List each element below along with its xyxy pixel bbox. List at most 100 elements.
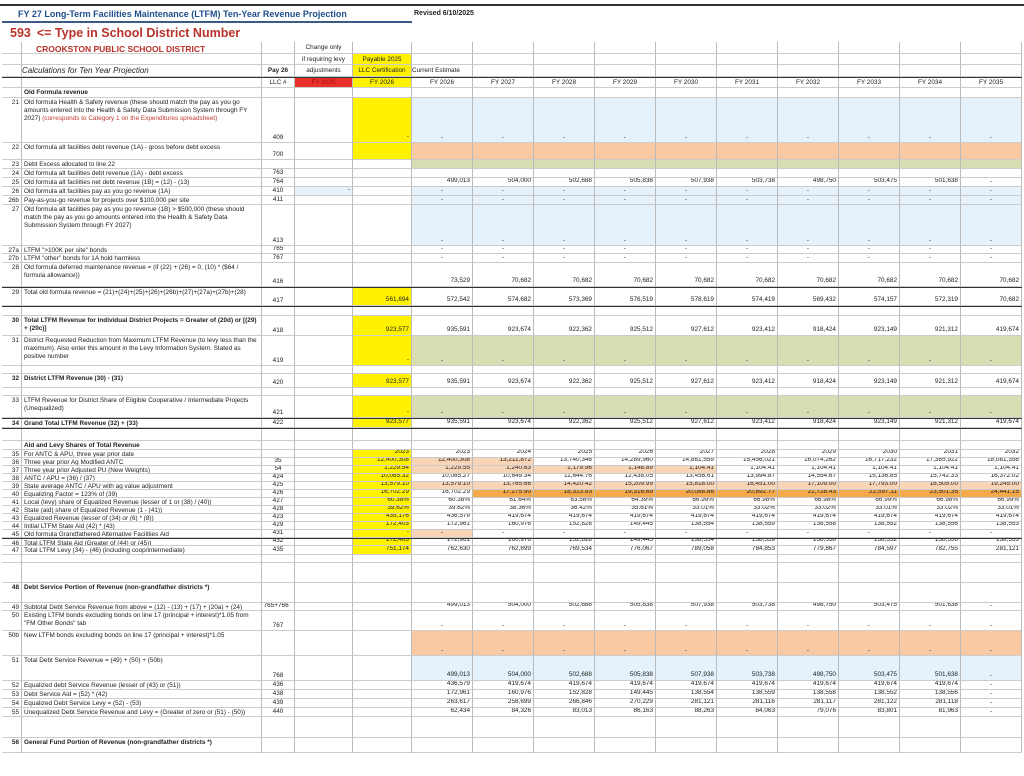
value-cell[interactable]: - (778, 187, 839, 196)
value-cell[interactable] (900, 441, 961, 450)
value-cell[interactable] (900, 388, 961, 396)
value-cell[interactable] (412, 738, 473, 753)
value-cell[interactable] (473, 88, 534, 98)
fy2026-llc-cell[interactable]: 60.38% (353, 498, 412, 506)
value-cell[interactable]: 19,316.69 (595, 490, 656, 498)
fy2026-llc-cell[interactable]: 923,577 (353, 419, 412, 428)
value-cell[interactable] (778, 388, 839, 396)
value-cell[interactable] (595, 738, 656, 753)
value-cell[interactable]: 504,000 (473, 656, 534, 681)
fy2025-cell[interactable] (295, 466, 353, 474)
value-cell[interactable]: 419,674 (595, 681, 656, 690)
value-cell[interactable] (900, 738, 961, 753)
value-cell[interactable]: - (778, 631, 839, 656)
value-cell[interactable]: 24,441.15 (961, 490, 1022, 498)
value-cell[interactable] (717, 555, 778, 563)
value-cell[interactable] (717, 563, 778, 583)
value-cell[interactable]: - (778, 205, 839, 246)
value-cell[interactable]: 160,976 (473, 522, 534, 530)
value-cell[interactable]: - (839, 98, 900, 143)
fy2025-cell[interactable] (295, 482, 353, 490)
value-cell[interactable]: - (473, 530, 534, 538)
value-cell[interactable]: 923,412 (717, 316, 778, 336)
value-cell[interactable]: 138,556 (900, 539, 961, 546)
value-cell[interactable]: 70,682 (595, 263, 656, 287)
value-cell[interactable]: 270,229 (595, 699, 656, 708)
value-cell[interactable]: 138,559 (717, 522, 778, 530)
value-cell[interactable] (900, 169, 961, 178)
fy2025-cell[interactable] (295, 631, 353, 656)
value-cell[interactable]: 33.02% (778, 506, 839, 514)
value-cell[interactable]: - (473, 254, 534, 263)
value-cell[interactable]: - (534, 631, 595, 656)
value-cell[interactable] (656, 366, 717, 374)
fy2026-llc-cell[interactable] (353, 717, 412, 738)
fy2025-cell[interactable] (295, 546, 353, 555)
value-cell[interactable]: - (961, 611, 1022, 631)
value-cell[interactable]: 505,838 (595, 656, 656, 681)
value-cell[interactable]: - (778, 98, 839, 143)
value-cell[interactable] (595, 563, 656, 583)
value-cell[interactable] (534, 583, 595, 603)
value-cell[interactable]: 79,076 (778, 708, 839, 717)
value-cell[interactable] (656, 88, 717, 98)
value-cell[interactable]: 281,118 (900, 699, 961, 708)
value-cell[interactable]: - (839, 205, 900, 246)
value-cell[interactable]: 1,104.41 (778, 466, 839, 474)
value-cell[interactable]: 502,688 (534, 178, 595, 187)
value-cell[interactable] (717, 717, 778, 738)
value-cell[interactable] (412, 143, 473, 160)
value-cell[interactable]: 38.36% (473, 506, 534, 514)
value-cell[interactable]: 73,529 (412, 263, 473, 287)
value-cell[interactable] (900, 307, 961, 316)
value-cell[interactable]: 138,553 (961, 522, 1022, 530)
value-cell[interactable] (534, 429, 595, 441)
value-cell[interactable]: 419,674 (473, 514, 534, 522)
fy2026-llc-cell[interactable]: 923,577 (353, 316, 412, 336)
value-cell[interactable]: 14,554.67 (778, 474, 839, 482)
fy2025-cell[interactable] (295, 366, 353, 374)
value-cell[interactable]: - (595, 631, 656, 656)
value-cell[interactable] (473, 388, 534, 396)
value-cell[interactable]: 419,674 (900, 514, 961, 522)
value-cell[interactable]: 419,674 (595, 514, 656, 522)
value-cell[interactable] (717, 143, 778, 160)
value-cell[interactable] (961, 307, 1022, 316)
fy2025-cell[interactable] (295, 288, 353, 306)
value-cell[interactable]: 501,638 (900, 603, 961, 611)
value-cell[interactable]: 419,674 (778, 681, 839, 690)
value-cell[interactable]: 923,412 (717, 419, 778, 428)
value-cell[interactable]: - (961, 178, 1022, 187)
value-cell[interactable]: 921,312 (900, 374, 961, 388)
value-cell[interactable]: 1,148.89 (595, 466, 656, 474)
value-cell[interactable]: 419,674 (961, 419, 1022, 428)
value-cell[interactable]: - (412, 246, 473, 254)
value-cell[interactable]: 573,369 (534, 288, 595, 306)
value-cell[interactable] (778, 429, 839, 441)
value-cell[interactable]: 499,013 (412, 656, 473, 681)
value-cell[interactable] (717, 388, 778, 396)
value-cell[interactable]: 13,740,346 (534, 458, 595, 466)
value-cell[interactable]: 501,638 (900, 178, 961, 187)
value-cell[interactable]: 574,682 (473, 288, 534, 306)
value-cell[interactable]: 149,445 (595, 539, 656, 546)
value-cell[interactable]: - (656, 530, 717, 538)
fy2026-llc-cell[interactable] (353, 611, 412, 631)
value-cell[interactable]: 505,838 (595, 603, 656, 611)
value-cell[interactable]: 18,081,358 (961, 458, 1022, 466)
value-cell[interactable]: 16,074,262 (778, 458, 839, 466)
value-cell[interactable]: 419,674 (839, 681, 900, 690)
value-cell[interactable] (473, 143, 534, 160)
value-cell[interactable]: - (900, 530, 961, 538)
fy2025-cell[interactable] (295, 506, 353, 514)
value-cell[interactable] (778, 143, 839, 160)
fy2026-llc-cell[interactable]: 751,174 (353, 546, 412, 555)
value-cell[interactable] (595, 583, 656, 603)
value-cell[interactable]: - (534, 196, 595, 205)
value-cell[interactable]: 503,475 (839, 178, 900, 187)
fy2025-cell[interactable] (295, 429, 353, 441)
value-cell[interactable]: 918,424 (778, 419, 839, 428)
value-cell[interactable]: - (961, 336, 1022, 366)
value-cell[interactable] (839, 738, 900, 753)
fy2025-cell[interactable] (295, 178, 353, 187)
